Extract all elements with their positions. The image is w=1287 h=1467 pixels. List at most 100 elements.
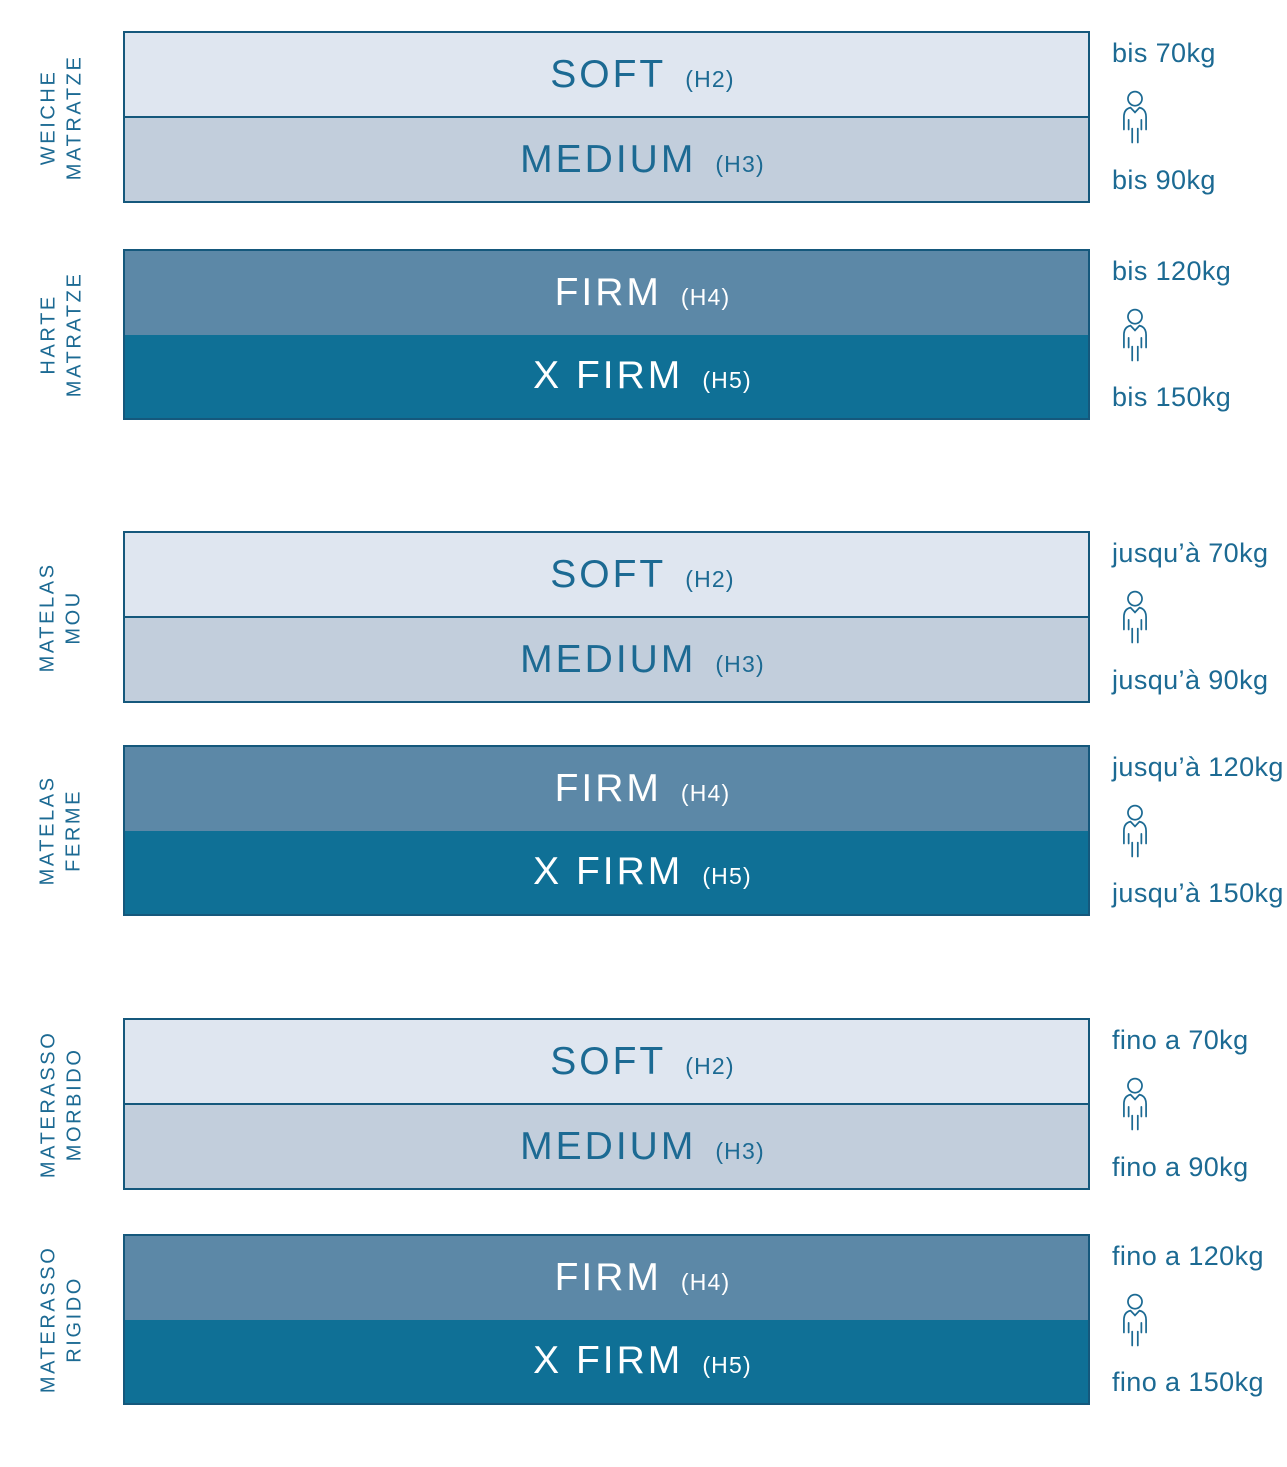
person-icon xyxy=(1123,1293,1147,1346)
side-label-text: MATERASSO MORBIDO xyxy=(35,1030,88,1178)
weight-limit-bottom: fino a 150kg xyxy=(1112,1367,1264,1397)
bar-grade: (H2) xyxy=(685,65,735,92)
bar-xfirm-h5: X FIRM (H5) xyxy=(125,1319,1088,1403)
side-label-line1: MATERASSO xyxy=(37,1030,60,1178)
bar-name: FIRM xyxy=(554,270,662,314)
bar-label: FIRM (H4) xyxy=(555,271,731,315)
side-label-line2: MATRATZE xyxy=(63,271,86,398)
weight-limit-top: jusqu’à 70kg xyxy=(1112,538,1269,568)
bar-medium-h3: MEDIUM (H3) xyxy=(125,1103,1088,1188)
bar-grade: (H2) xyxy=(685,565,735,592)
side-label-line2: FERME xyxy=(63,789,86,873)
bar-name: X FIRM xyxy=(533,354,684,398)
side-label-line1: MATELAS xyxy=(37,775,60,886)
bar-xfirm-h5: X FIRM (H5) xyxy=(125,334,1088,418)
bar-label: SOFT (H2) xyxy=(550,553,735,597)
weight-limit-bottom: jusqu’à 150kg xyxy=(1112,878,1284,908)
bar-soft-h2: SOFT (H2) xyxy=(125,533,1088,616)
weight-limit-top: fino a 120kg xyxy=(1112,1241,1264,1271)
person-icon xyxy=(1123,90,1147,144)
person-icon xyxy=(1123,804,1147,857)
bar-name: SOFT xyxy=(550,552,667,596)
side-label-german-soft: WEICHE MATRATZE xyxy=(0,31,123,203)
side-label-line1: WEICHE xyxy=(37,69,60,165)
person-icon xyxy=(1123,590,1147,644)
weight-limit-bottom: bis 150kg xyxy=(1112,382,1232,412)
bar-firm-h4: FIRM (H4) xyxy=(125,1236,1088,1320)
bar-label: SOFT (H2) xyxy=(550,1040,735,1084)
bar-name: SOFT xyxy=(550,1039,667,1083)
page: { "title": "Mattress firmness guide (DE … xyxy=(0,31,1287,1467)
bar-label: MEDIUM (H3) xyxy=(520,138,765,182)
bar-name: FIRM xyxy=(554,1255,662,1299)
bar-name: MEDIUM xyxy=(520,1124,697,1168)
bar-stack-firm-xfirm: FIRM (H4) X FIRM (H5) xyxy=(123,1234,1090,1405)
bar-name: X FIRM xyxy=(533,1339,684,1383)
bar-medium-h3: MEDIUM (H3) xyxy=(125,116,1088,201)
bar-grade: (H5) xyxy=(702,863,752,890)
weight-limit-bottom: bis 90kg xyxy=(1112,165,1216,195)
side-label-italian-soft: MATERASSO MORBIDO xyxy=(0,1018,123,1190)
bar-label: MEDIUM (H3) xyxy=(520,638,765,682)
weight-limit-top: bis 120kg xyxy=(1112,256,1232,286)
weight-column: jusqu’à 120kg jusqu’à 150kg xyxy=(1090,745,1287,916)
bar-grade: (H4) xyxy=(680,283,731,310)
weight-limit-top: jusqu’à 120kg xyxy=(1112,752,1284,782)
bar-label: MEDIUM (H3) xyxy=(520,1125,765,1169)
bar-label: SOFT (H2) xyxy=(550,53,735,97)
bar-label: FIRM (H4) xyxy=(555,1256,731,1300)
bar-stack-soft-medium: SOFT (H2) MEDIUM (H3) xyxy=(123,531,1090,703)
group-italian-soft: MATERASSO MORBIDO SOFT (H2) MEDIUM (H3) … xyxy=(0,1018,1287,1190)
bar-soft-h2: SOFT (H2) xyxy=(125,1020,1088,1103)
bar-label: FIRM (H4) xyxy=(555,767,731,811)
group-french-firm: MATELAS FERME FIRM (H4) X FIRM (H5) jusq… xyxy=(0,745,1287,916)
bar-label: X FIRM (H5) xyxy=(533,850,752,894)
bar-grade: (H3) xyxy=(715,1137,765,1164)
side-label-french-soft: MATELAS MOU xyxy=(0,531,123,703)
weight-column: bis 70kg bis 90kg xyxy=(1090,31,1287,203)
bar-stack-firm-xfirm: FIRM (H4) X FIRM (H5) xyxy=(123,745,1090,916)
bar-grade: (H3) xyxy=(715,150,765,177)
bar-medium-h3: MEDIUM (H3) xyxy=(125,616,1088,701)
side-label-line1: HARTE xyxy=(37,294,60,375)
bar-name: MEDIUM xyxy=(520,137,697,181)
bar-xfirm-h5: X FIRM (H5) xyxy=(125,830,1088,914)
side-label-german-firm: HARTE MATRATZE xyxy=(0,249,123,420)
weight-limit-bottom: fino a 90kg xyxy=(1112,1152,1249,1182)
side-label-text: WEICHE MATRATZE xyxy=(35,54,88,180)
side-label-text: HARTE MATRATZE xyxy=(35,272,88,398)
group-german-soft: WEICHE MATRATZE SOFT (H2) MEDIUM (H3) bi… xyxy=(0,31,1287,203)
bar-name: X FIRM xyxy=(533,850,684,894)
bar-firm-h4: FIRM (H4) xyxy=(125,251,1088,335)
side-label-line1: MATERASSO xyxy=(37,1245,60,1394)
bar-name: FIRM xyxy=(554,766,662,810)
weight-limit-top: fino a 70kg xyxy=(1112,1025,1249,1055)
weight-column: jusqu’à 70kg jusqu’à 90kg xyxy=(1090,531,1287,703)
side-label-line2: MORBIDO xyxy=(63,1047,86,1161)
person-icon xyxy=(1123,308,1147,361)
bar-grade: (H5) xyxy=(702,1352,752,1379)
bar-label: X FIRM (H5) xyxy=(533,354,752,398)
group-german-firm: HARTE MATRATZE FIRM (H4) X FIRM (H5) bis… xyxy=(0,249,1287,420)
group-italian-firm: MATERASSO RIGIDO FIRM (H4) X FIRM (H5) f… xyxy=(0,1234,1287,1405)
bar-grade: (H5) xyxy=(702,367,752,394)
side-label-text: MATELAS MOU xyxy=(35,562,88,672)
weight-column: bis 120kg bis 150kg xyxy=(1090,249,1287,420)
bar-stack-firm-xfirm: FIRM (H4) X FIRM (H5) xyxy=(123,249,1090,420)
bar-grade: (H4) xyxy=(680,1268,731,1295)
bar-soft-h2: SOFT (H2) xyxy=(125,33,1088,116)
bar-grade: (H3) xyxy=(715,650,765,677)
bar-firm-h4: FIRM (H4) xyxy=(125,747,1088,831)
side-label-line2: MOU xyxy=(63,589,86,645)
bar-name: SOFT xyxy=(550,52,667,96)
weight-column: fino a 70kg fino a 90kg xyxy=(1090,1018,1287,1190)
person-icon xyxy=(1123,1077,1147,1131)
side-label-italian-firm: MATERASSO RIGIDO xyxy=(0,1234,123,1405)
weight-column: fino a 120kg fino a 150kg xyxy=(1090,1234,1287,1405)
side-label-line2: RIGIDO xyxy=(63,1276,86,1363)
weight-limit-bottom: jusqu’à 90kg xyxy=(1112,665,1269,695)
weight-limit-top: bis 70kg xyxy=(1112,38,1216,68)
bar-stack-soft-medium: SOFT (H2) MEDIUM (H3) xyxy=(123,31,1090,203)
bar-grade: (H4) xyxy=(680,779,731,806)
bar-stack-soft-medium: SOFT (H2) MEDIUM (H3) xyxy=(123,1018,1090,1190)
